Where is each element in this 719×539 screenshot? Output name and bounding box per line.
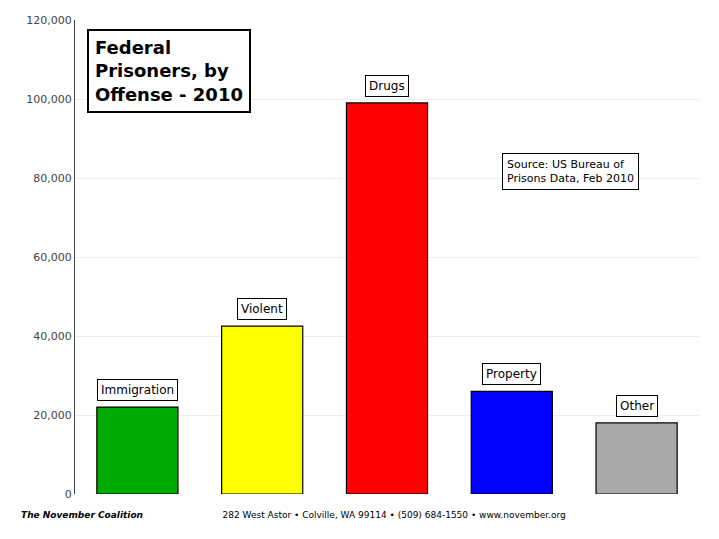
svg-text:100,000: 100,000 bbox=[26, 93, 72, 106]
svg-text:120,000: 120,000 bbox=[26, 14, 72, 27]
svg-text:Violent: Violent bbox=[241, 302, 283, 316]
svg-text:Other: Other bbox=[620, 399, 654, 413]
svg-text:The November Coalition: The November Coalition bbox=[21, 510, 143, 520]
svg-text:Source: US Bureau ofPrisons Da: Source: US Bureau ofPrisons Data, Feb 20… bbox=[507, 158, 634, 185]
svg-text:80,000: 80,000 bbox=[33, 172, 72, 185]
svg-text:40,000: 40,000 bbox=[33, 330, 72, 343]
svg-text:Drugs: Drugs bbox=[369, 79, 405, 93]
svg-text:0: 0 bbox=[65, 488, 72, 501]
svg-text:60,000: 60,000 bbox=[33, 251, 72, 264]
svg-text:FederalPrisoners, byOffense -: FederalPrisoners, byOffense - 2010 bbox=[95, 37, 243, 105]
svg-text:282 West Astor • Colville, WA: 282 West Astor • Colville, WA 99114 • (5… bbox=[214, 510, 566, 520]
svg-text:20,000: 20,000 bbox=[33, 409, 72, 422]
svg-text:Property: Property bbox=[486, 367, 537, 381]
svg-text:Immigration: Immigration bbox=[101, 383, 174, 397]
